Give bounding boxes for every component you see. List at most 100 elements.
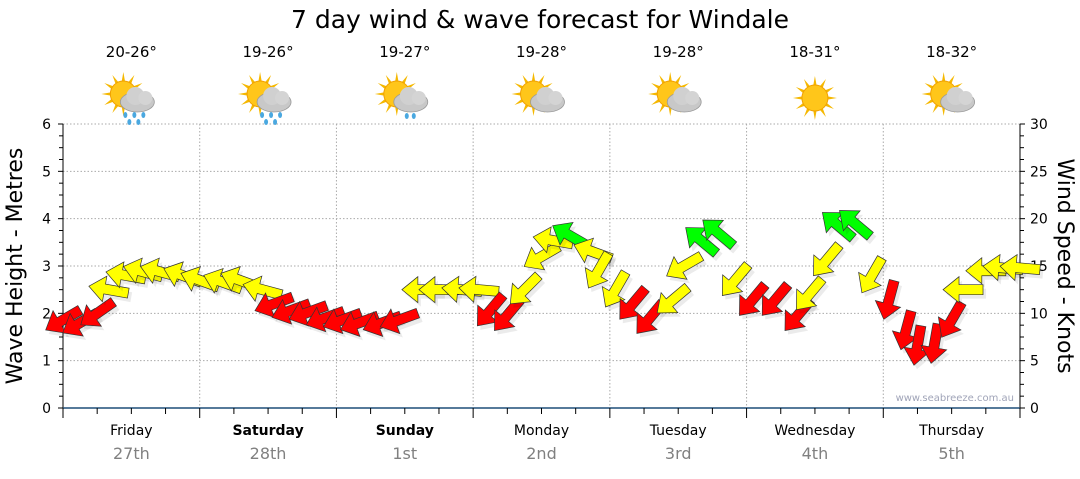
y2-axis-label: Wind Speed - Knots [1052,158,1077,373]
sun-ray [792,96,804,100]
y2-tick-label: 30 [1030,117,1048,133]
raindrop [141,112,146,118]
y-tick-label: 5 [42,164,51,180]
wind-arrow [761,281,793,316]
raindrop [269,112,274,118]
sun-cloud-icon [511,72,565,116]
wind-arrow [656,282,692,314]
wind-arrow [891,309,919,351]
sun-ray [394,72,399,83]
wind-arrow [601,269,631,308]
sun-ray [648,92,659,96]
sun-ray [813,76,817,87]
sun-ray [813,109,817,120]
y-tick-label: 2 [42,306,51,322]
watermark: www.seabreeze.com.au [896,393,1014,404]
sun-cloud-light-rain-icon [374,72,429,119]
day-name: Thursday [918,423,984,439]
day-temperature: 20-26° [106,43,157,61]
wind-arrow [242,275,284,302]
day-temperature: 18-32° [926,43,977,61]
wind-arrows [45,210,1044,370]
y-tick-label: 6 [42,117,51,133]
day-temperature: 19-26° [243,43,294,61]
raindrop [278,112,283,118]
raindrop [127,119,132,125]
day-name: Wednesday [774,423,855,439]
sun-ray [921,92,932,96]
wind-arrow [813,241,844,277]
sun-ray [941,72,946,83]
y-tick-label: 3 [42,259,51,275]
sun-ray [374,92,385,96]
sun-icon [792,76,837,120]
sun-ray [668,72,673,83]
day-name: Saturday [232,423,303,439]
raindrop [136,119,141,125]
raindrop [411,113,416,119]
cloud-puff [685,91,700,105]
wind-arrow [903,324,931,366]
wind-arrow [937,299,967,338]
wind-arrow [322,307,364,335]
wind-arrow [80,297,117,327]
sun-cloud-heavy-rain-icon [238,72,292,125]
wind-arrow [821,212,857,243]
raindrop [404,113,409,119]
wind-arrow [666,251,705,280]
day-name: Sunday [376,423,434,439]
cloud-puff [958,91,973,105]
y-axis-label: Wave Height - Metres [3,148,28,385]
wind-arrow [45,305,84,334]
wind-arrow [477,291,508,327]
wind-arrow [796,275,827,311]
weather-icons: 20-26° 19-26° 19-27° 19-28° 19-28° 18-31° 18-3… [101,43,977,125]
wind-arrow [584,250,614,289]
wind-arrow [942,275,984,304]
sun-ray [238,92,249,96]
wind-arrow [509,271,543,305]
raindrop [132,112,137,118]
sun-cloud-icon [921,72,976,116]
day-name: Monday [514,423,569,439]
y-tick-label: 0 [42,401,51,417]
y-tick-label: 4 [42,212,51,228]
axes: 0123456051015202530Friday27thSaturday28t… [42,117,1048,463]
day-date: 5th [938,444,965,463]
raindrop [260,112,265,118]
sun-ray [258,72,262,83]
raindrop [264,119,269,125]
day-date: 1st [392,444,417,463]
day-date: 4th [802,444,829,463]
wind-arrow [379,307,421,335]
sun-ray [531,72,536,83]
wind-arrow [305,306,346,333]
wind-arrow [619,284,650,320]
cloud-puff [275,91,290,105]
day-temperature: 19-28° [516,43,567,61]
cloud-puff [548,91,563,105]
wind-arrow [685,227,721,258]
wind-arrow [288,300,329,327]
wind-arrow [739,281,770,316]
sun-cloud-heavy-rain-icon [101,72,155,125]
sun-ray [826,96,837,100]
day-name: Friday [110,423,152,439]
day-temperature: 19-28° [653,43,704,61]
sun-ray [121,72,126,83]
wind-arrow [874,279,902,320]
day-date: 27th [113,444,150,463]
y2-tick-label: 5 [1030,354,1039,370]
y2-tick-label: 10 [1030,306,1048,322]
raindrop [273,119,278,125]
wind-arrow [702,219,738,251]
wind-arrow [858,255,887,294]
sun-cloud-icon [648,72,702,116]
sun-ray [511,92,522,96]
cloud-puff [138,91,153,105]
wind-arrow [721,261,753,296]
y2-tick-label: 20 [1030,212,1048,228]
sun-ray [101,92,112,96]
wind-arrow [254,291,295,319]
